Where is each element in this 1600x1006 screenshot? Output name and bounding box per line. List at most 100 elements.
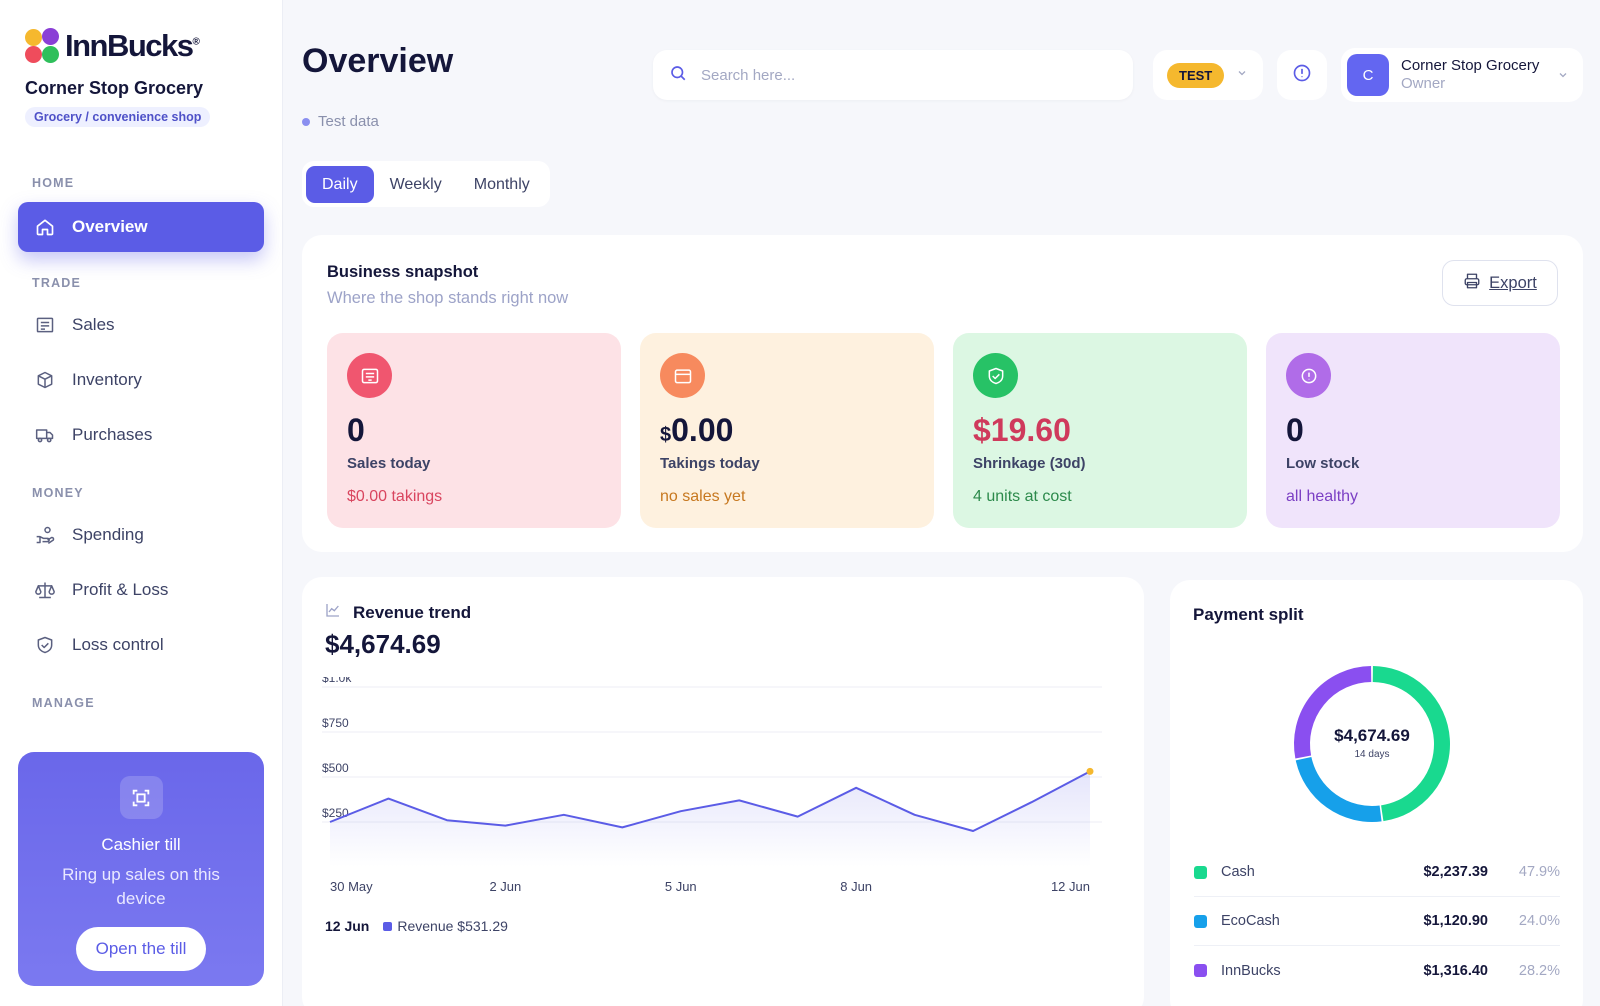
x-tick-label: 30 May: [330, 879, 373, 894]
test-data-indicator: Test data: [302, 113, 379, 130]
info-icon: [1292, 63, 1312, 88]
payment-row-ecocash[interactable]: EcoCash $1,120.90 24.0%: [1194, 897, 1560, 946]
shop-type-badge: Grocery / convenience shop: [25, 107, 211, 127]
revenue-tooltip-value: Revenue $531.29: [397, 918, 508, 934]
sidebar-item-label: Sales: [72, 315, 115, 334]
nav-section-trade: TRADE: [32, 276, 82, 290]
revenue-title: Revenue trend: [325, 602, 471, 623]
info-button[interactable]: [1277, 50, 1327, 100]
y-tick-label: $750: [322, 716, 349, 730]
donut-slice-ecocash[interactable]: [1295, 756, 1382, 822]
kpi-note: $0.00 takings: [347, 488, 443, 505]
tab-monthly[interactable]: Monthly: [473, 175, 530, 193]
payment-method: InnBucks: [1221, 962, 1281, 979]
sidebar-item-loss-control[interactable]: Loss control: [18, 620, 264, 670]
revenue-point: [1086, 767, 1094, 775]
kpi-label: Shrinkage (30d): [973, 455, 1086, 472]
sidebar: InnBucks® Corner Stop Grocery Grocery / …: [0, 0, 283, 1006]
period-tabs: Daily Weekly Monthly: [302, 161, 550, 207]
payment-row-cash[interactable]: Cash $2,237.39 47.9%: [1194, 848, 1560, 897]
sidebar-item-profit-loss[interactable]: Profit & Loss: [18, 565, 264, 615]
sidebar-item-label: Overview: [72, 217, 148, 236]
donut-slice-cash[interactable]: [1372, 666, 1450, 822]
wallet-icon: [660, 353, 705, 398]
till-title: Cashier till: [101, 835, 181, 854]
sidebar-item-label: Purchases: [72, 425, 153, 444]
status-dot-icon: [302, 117, 310, 126]
open-till-button[interactable]: Open the till: [75, 927, 207, 971]
user-role: Owner: [1401, 75, 1446, 92]
y-tick-label: $1.0k: [322, 677, 352, 685]
kpi-label: Low stock: [1286, 455, 1360, 472]
payment-percent: 47.9%: [1518, 864, 1560, 880]
user-name: Corner Stop Grocery: [1401, 57, 1540, 74]
sidebar-item-purchases[interactable]: Purchases: [18, 410, 264, 460]
y-tick-label: $500: [322, 761, 349, 775]
kpi-takings-today[interactable]: $0.00 Takings today no sales yet: [640, 333, 934, 528]
kpi-shrinkage[interactable]: $19.60 Shrinkage (30d) 4 units at cost: [953, 333, 1247, 528]
page-title: Overview: [302, 42, 454, 80]
sidebar-item-overview[interactable]: Overview: [18, 202, 264, 252]
revenue-tooltip: 12 Jun Revenue $531.29: [325, 918, 508, 934]
payment-title: Payment split: [1193, 605, 1304, 624]
legend-swatch: [1194, 914, 1207, 928]
export-button[interactable]: Export: [1442, 260, 1558, 306]
donut-center: $4,674.69 14 days: [1292, 726, 1452, 760]
chevron-down-icon: [1236, 66, 1248, 84]
sidebar-item-label: Inventory: [72, 370, 142, 389]
receipt-icon: [347, 353, 392, 398]
shield-icon: [34, 634, 56, 656]
home-icon: [34, 216, 56, 238]
donut-total: $4,674.69: [1334, 726, 1410, 745]
search-icon: [669, 64, 687, 87]
scan-icon: [119, 776, 163, 819]
sidebar-item-label: Spending: [72, 525, 144, 544]
kpi-note: 4 units at cost: [973, 488, 1072, 505]
x-tick-label: 8 Jun: [840, 879, 872, 894]
search-input[interactable]: [701, 66, 1081, 84]
sidebar-item-label: Loss control: [72, 635, 164, 654]
brand-name: InnBucks®: [65, 28, 200, 63]
x-tick-label: 5 Jun: [665, 879, 697, 894]
legend-swatch: [1194, 865, 1207, 879]
sidebar-item-sales[interactable]: Sales: [18, 300, 264, 350]
sidebar-item-label: Profit & Loss: [72, 580, 169, 599]
payment-amount: $2,237.39: [1423, 864, 1488, 880]
search-box[interactable]: [653, 50, 1133, 100]
kpi-value: 0: [1286, 412, 1304, 448]
x-tick-label: 2 Jun: [489, 879, 521, 894]
kpi-value: $0.00: [660, 412, 734, 448]
payment-donut-chart[interactable]: [1292, 664, 1452, 824]
series-swatch: [383, 921, 393, 931]
payment-method: Cash: [1221, 864, 1255, 880]
payment-percent: 24.0%: [1518, 913, 1560, 929]
chevron-down-icon: [1557, 68, 1569, 86]
tab-weekly[interactable]: Weekly: [389, 175, 442, 193]
payment-amount: $1,120.90: [1423, 913, 1488, 929]
nav-section-home: HOME: [32, 176, 75, 190]
brand-logo[interactable]: InnBucks®: [25, 28, 200, 64]
donut-slice-innbucks[interactable]: [1294, 666, 1372, 759]
kpi-sales-today[interactable]: 0 Sales today $0.00 takings: [327, 333, 621, 528]
till-subtitle: Ring up sales on this device: [62, 865, 220, 908]
revenue-tooltip-date: 12 Jun: [325, 918, 370, 934]
sidebar-item-spending[interactable]: Spending: [18, 510, 264, 560]
hand-coins-icon: [34, 524, 56, 546]
kpi-value: $19.60: [973, 412, 1071, 448]
payment-row-innbucks[interactable]: InnBucks $1,316.40 28.2%: [1194, 946, 1560, 995]
trend-line-icon: [325, 602, 353, 623]
environment-selector[interactable]: TEST: [1153, 50, 1263, 100]
shield-check-icon: [973, 353, 1018, 398]
nav-section-manage: MANAGE: [32, 696, 95, 710]
kpi-low-stock[interactable]: 0 Low stock all healthy: [1266, 333, 1560, 528]
kpi-label: Sales today: [347, 455, 431, 472]
tab-daily[interactable]: Daily: [306, 165, 374, 203]
revenue-line: [329, 770, 1091, 832]
sidebar-item-inventory[interactable]: Inventory: [18, 355, 264, 405]
revenue-trend-card: Revenue trend $4,674.69 $250 $500 $750 $1.0…: [302, 577, 1144, 1006]
printer-icon: [1463, 272, 1489, 295]
user-menu[interactable]: C Corner Stop Grocery Owner: [1341, 48, 1583, 102]
legend-swatch: [1194, 964, 1207, 977]
business-snapshot-card: Business snapshot Where the shop stands …: [302, 235, 1583, 552]
